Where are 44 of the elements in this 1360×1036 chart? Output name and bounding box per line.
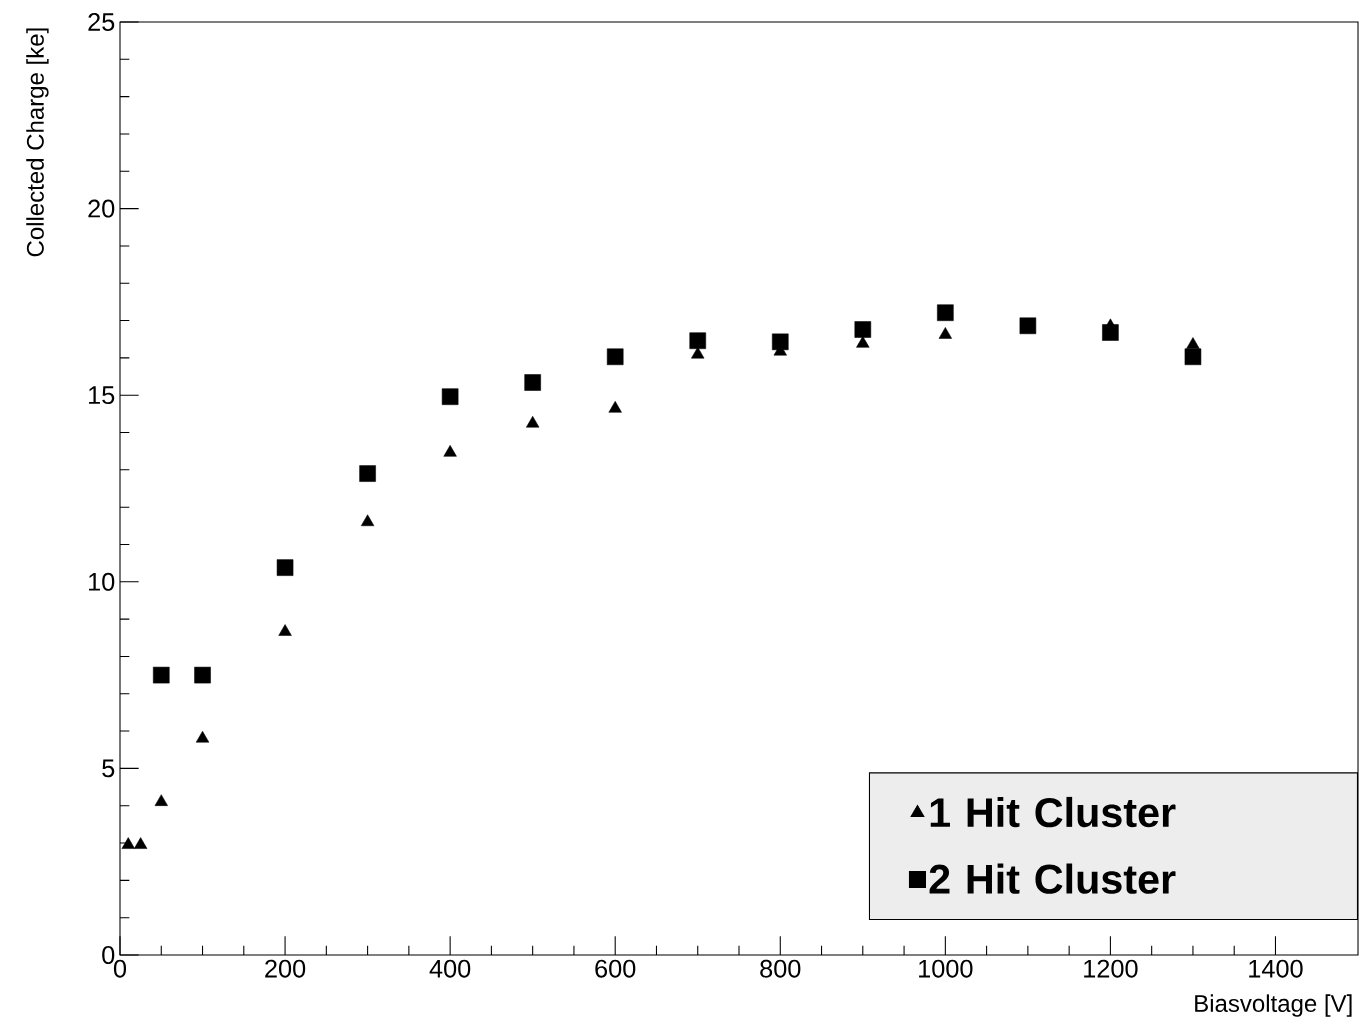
legend-label: 2 Hit Cluster <box>929 863 1176 894</box>
point <box>772 333 789 351</box>
x-tick-label: 800 <box>760 959 801 978</box>
y-tick-label: 20 <box>88 199 115 218</box>
point <box>1186 337 1200 349</box>
point <box>194 666 211 684</box>
y-axis-title: Collected Charge [ke] <box>26 28 49 257</box>
point <box>359 465 376 482</box>
x-tick-label: 400 <box>429 959 471 978</box>
x-tick-label: 600 <box>595 959 636 978</box>
x-tick-label: 1200 <box>1084 959 1138 978</box>
point <box>443 445 457 457</box>
x-axis-title: Biasvoltage [V] <box>1195 994 1352 1017</box>
x-tick-label: 1400 <box>1249 959 1303 978</box>
y-tick-label: 15 <box>89 386 115 405</box>
point <box>524 374 541 391</box>
point <box>856 336 870 348</box>
x-tick-label: 1000 <box>919 959 973 978</box>
point <box>154 794 168 806</box>
point <box>360 514 375 527</box>
point <box>938 327 952 339</box>
y-tick-label: 0 <box>102 946 115 964</box>
legend-label: 1 Hit Cluster <box>930 796 1176 828</box>
y-tick-label: 10 <box>89 572 115 591</box>
point <box>1019 317 1037 335</box>
point <box>606 348 624 366</box>
point <box>526 415 540 428</box>
point <box>854 321 872 338</box>
point <box>937 304 954 321</box>
point <box>134 837 148 849</box>
point <box>1184 348 1202 366</box>
point <box>278 624 292 636</box>
point <box>1102 324 1119 341</box>
x-tick-label: 200 <box>265 959 306 978</box>
point <box>608 401 622 413</box>
y-tick-label: 25 <box>88 13 115 31</box>
point <box>689 332 707 349</box>
point <box>121 837 135 849</box>
point <box>276 559 294 576</box>
y-tick-label: 5 <box>102 759 115 778</box>
point <box>691 346 705 359</box>
point <box>153 666 170 684</box>
point <box>441 388 459 405</box>
point <box>195 730 210 743</box>
